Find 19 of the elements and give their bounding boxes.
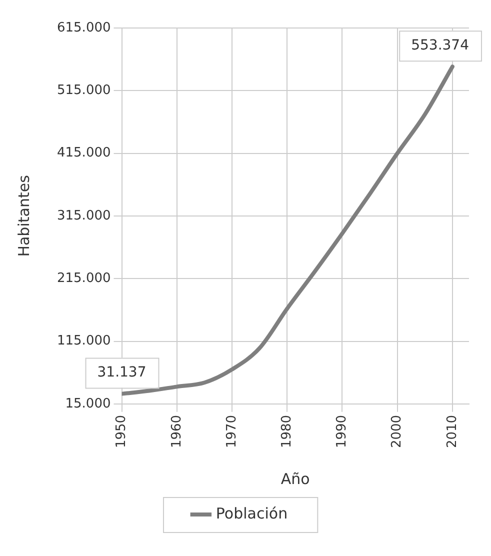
x-tick-label: 1990 <box>334 414 350 448</box>
y-tick-label: 515.000 <box>56 83 111 98</box>
x-tick-label: 1960 <box>169 414 184 448</box>
y-tick-label: 115.000 <box>56 334 111 349</box>
annotation: 31.137 <box>97 364 146 380</box>
y-tick-label: 615.000 <box>56 20 111 36</box>
x-tick-label: 1950 <box>114 414 130 448</box>
y-tick-label: 415.000 <box>56 146 111 161</box>
x-tick-label: 2010 <box>444 414 460 448</box>
y-tick-label: 215.000 <box>56 270 111 286</box>
x-tick-label: 1980 <box>279 414 294 448</box>
x-tick-label: 2000 <box>390 414 405 448</box>
legend-label: Población <box>216 504 288 522</box>
x-axis-title: Año <box>280 470 310 488</box>
y-axis-title: Habitantes <box>14 174 33 257</box>
y-tick-label: 315.000 <box>56 208 111 224</box>
y-tick-label: 15.000 <box>65 396 111 412</box>
annotation: 553.374 <box>411 37 470 54</box>
x-tick-label: 1970 <box>224 414 240 448</box>
